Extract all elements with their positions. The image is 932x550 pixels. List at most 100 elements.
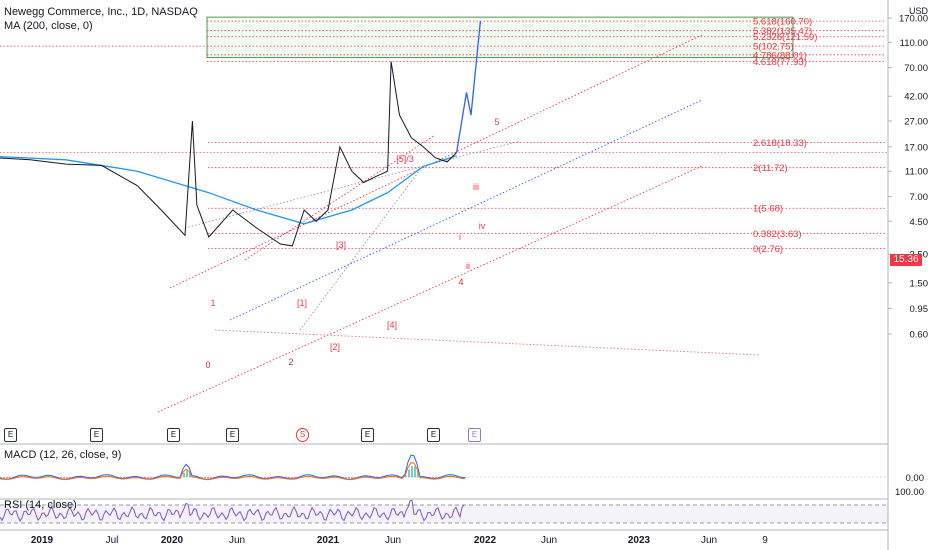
price-tick-label: 1.50 <box>910 278 929 289</box>
macd-histogram-bar <box>285 477 287 478</box>
channel-line <box>229 99 703 321</box>
fib-level-label: 2.618(18.33) <box>753 138 807 149</box>
split-event-marker[interactable]: S <box>296 428 309 442</box>
macd-histogram-bar <box>153 477 155 479</box>
macd-histogram-bar <box>81 476 83 478</box>
macd-histogram-bar <box>432 477 434 478</box>
macd-histogram-bar <box>345 477 347 479</box>
price-line <box>0 61 457 247</box>
macd-histogram-bar <box>411 466 413 478</box>
time-tick-label: 2019 <box>31 535 54 546</box>
wave-label: [2] <box>330 342 340 352</box>
wave-label: i <box>459 232 461 242</box>
price-tick-label: 0.95 <box>910 304 929 315</box>
macd-histogram-bar <box>78 476 80 478</box>
price-tick-label: 70.00 <box>904 63 928 74</box>
time-tick-label: 2022 <box>474 535 497 546</box>
fib-level-label: 1(5.68) <box>753 204 783 215</box>
fib-level-label: 5.618(160.70) <box>753 17 812 28</box>
time-tick-label: Jun <box>385 535 401 546</box>
macd-histogram-bar <box>408 469 410 478</box>
projection-line <box>455 21 482 153</box>
macd-histogram-bar <box>342 477 344 478</box>
projection-path[interactable] <box>455 21 482 153</box>
fib-level-label: 2(11.72) <box>753 163 788 174</box>
earnings-event-marker[interactable]: E <box>427 428 440 442</box>
macd-pane <box>0 454 467 481</box>
macd-histogram-bar <box>225 476 227 478</box>
macd-tick-label: 0.00 <box>906 473 925 484</box>
wave-label: 4 <box>458 277 463 287</box>
time-tick-label: Jun <box>229 535 245 546</box>
currency-label: USD <box>908 6 928 16</box>
earnings-event-marker[interactable]: E <box>361 428 374 442</box>
ma-indicator-label: MA (200, close, 0) <box>4 20 93 32</box>
earnings-event-marker[interactable]: E <box>226 428 239 442</box>
macd-histogram-bar <box>69 477 71 479</box>
time-tick-label: 2021 <box>317 535 340 546</box>
macd-histogram-bar <box>3 477 5 479</box>
wave-label: [4] <box>387 320 397 330</box>
earnings-event-marker[interactable]: E <box>167 428 180 442</box>
last-price-tag: 15.36 <box>890 254 922 266</box>
wave-label: ii <box>466 261 470 271</box>
time-tick-label: Jul <box>106 535 119 546</box>
rsi-band <box>0 505 888 523</box>
macd-histogram-bar <box>147 477 149 479</box>
channel-line <box>244 134 436 261</box>
price-tick-label: 42.00 <box>904 92 928 103</box>
macd-histogram-bar <box>90 477 92 478</box>
macd-histogram-bar <box>186 470 188 478</box>
wave-label: 1 <box>210 298 215 308</box>
fib-level-label: 5.382(135.47) <box>753 26 812 37</box>
macd-histogram-bar <box>189 472 191 478</box>
fib-level-label: 4.786(88.01) <box>753 50 807 61</box>
macd-histogram-bar <box>207 477 209 479</box>
macd-histogram-bar <box>261 477 263 478</box>
wave-label: 2 <box>288 357 293 367</box>
price-tick-label: 27.00 <box>904 116 928 127</box>
wave-label: [5]/3 <box>396 154 414 164</box>
macd-histogram-bar <box>120 477 122 478</box>
macd-histogram-bar <box>294 477 296 479</box>
macd-histogram-bar <box>429 477 431 478</box>
time-tick-label: 2023 <box>628 535 651 546</box>
macd-histogram-bar <box>405 475 407 478</box>
earnings-event-marker[interactable]: E <box>90 428 103 442</box>
channel-line <box>157 165 703 413</box>
fib-level-label: 5.2326(121.59) <box>753 32 817 43</box>
earnings-event-marker[interactable]: E <box>468 428 481 442</box>
fib-levels[interactable]: 5.618(160.70)5.382(135.47)5.2326(121.59)… <box>0 17 888 256</box>
channel-line <box>169 34 703 289</box>
macd-histogram-bar <box>6 477 8 479</box>
macd-line <box>0 454 466 480</box>
macd-histogram-bar <box>264 477 266 479</box>
macd-histogram-bar <box>336 476 338 478</box>
fib-target-box[interactable] <box>206 16 794 59</box>
macd-histogram-bar <box>210 477 212 479</box>
macd-histogram-bar <box>291 477 293 479</box>
time-axis[interactable]: 2019 Jul 2020 Jun 2021 Jun 2022 Jun 2023 Jun 9 <box>31 535 768 546</box>
rsi-pane <box>0 499 465 523</box>
macd-histogram-bar <box>63 477 65 479</box>
rsi-line <box>0 499 465 523</box>
time-tick-label: 2020 <box>161 535 184 546</box>
macd-histogram-bar <box>465 477 467 478</box>
macd-histogram-bar <box>9 477 11 479</box>
earnings-event-marker[interactable]: E <box>4 428 17 442</box>
fib-level-label: 4.618(77.93) <box>753 57 807 68</box>
rsi-tick-label: 100.00 <box>895 487 924 498</box>
fib-level-label: 0(2.76) <box>753 244 783 255</box>
wave-label: 5 <box>494 117 499 127</box>
fib-level-label: 5(102.75) <box>753 42 794 53</box>
wave-label: iii <box>473 182 479 192</box>
time-tick-label: Jun <box>701 535 717 546</box>
macd-histogram-bar <box>417 470 419 478</box>
price-tick-label: 4.50 <box>910 217 929 228</box>
macd-histogram-bar <box>354 477 356 479</box>
macd-histogram-bar <box>435 477 437 479</box>
macd-histogram-bar <box>195 476 197 478</box>
wave-label: [1] <box>297 298 307 308</box>
macd-signal-line <box>0 462 466 481</box>
